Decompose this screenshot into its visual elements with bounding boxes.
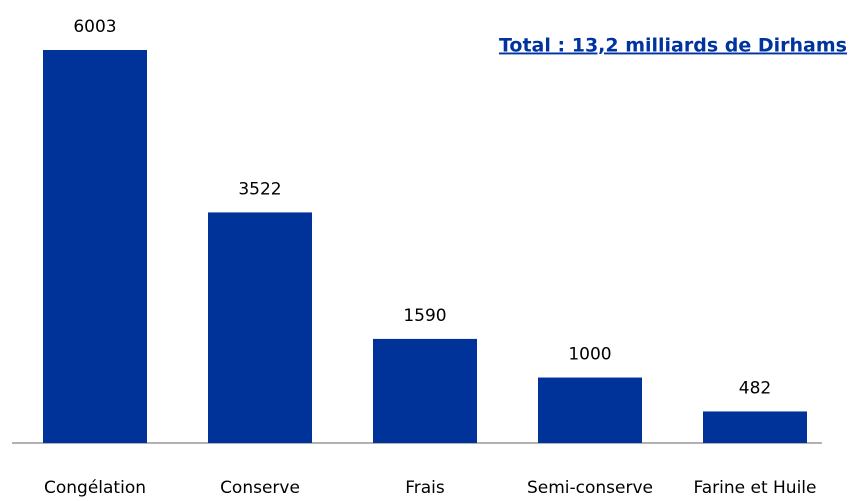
x-tick-label: Farine et Huile: [694, 478, 817, 498]
bar: [538, 377, 642, 443]
bar: [208, 212, 312, 443]
data-label: 1000: [568, 345, 611, 365]
data-label: 3522: [238, 179, 281, 199]
x-tick-label: Semi-conserve: [527, 478, 653, 498]
data-label: 6003: [73, 17, 116, 37]
data-label: 1590: [403, 306, 446, 326]
data-label: 482: [739, 378, 771, 398]
bar: [703, 411, 807, 443]
chart-title: Total : 13,2 milliards de Dirhams: [499, 35, 847, 57]
bar: [373, 338, 477, 443]
x-tick-label: Congélation: [44, 478, 146, 498]
x-tick-label: Frais: [405, 478, 445, 498]
x-tick-label: Conserve: [220, 478, 300, 498]
bar: [43, 50, 147, 443]
